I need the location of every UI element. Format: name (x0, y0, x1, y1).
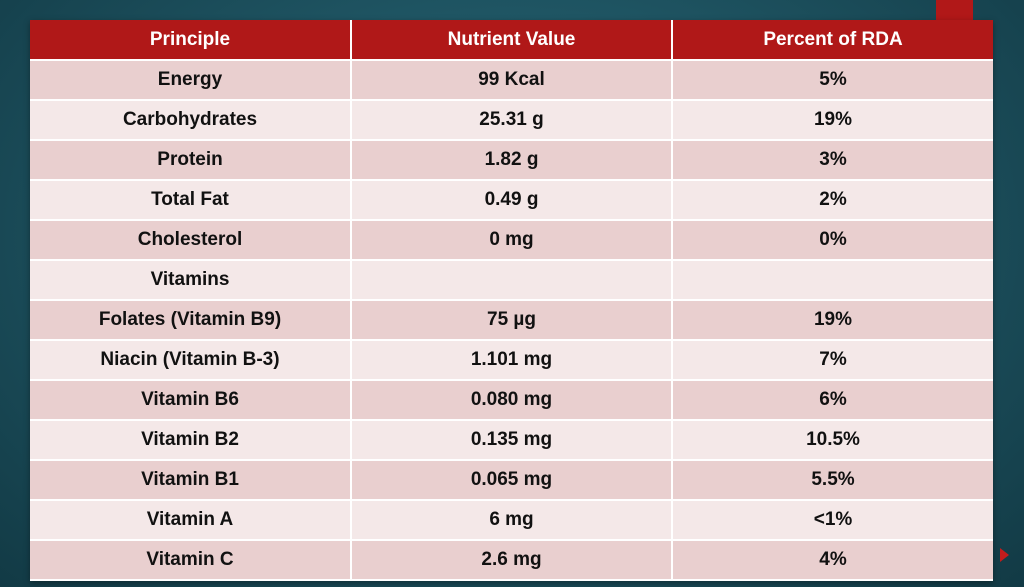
cell-nutrient-value: 0.135 mg (351, 420, 673, 461)
table-row: Carbohydrates 25.31 g 19% (30, 100, 993, 141)
cell-percent-rda: 2% (672, 180, 993, 221)
cell-nutrient-value: 99 Kcal (351, 60, 673, 101)
cell-percent-rda: <1% (672, 500, 993, 541)
cell-principle: Niacin (Vitamin B-3) (30, 340, 352, 381)
cell-nutrient-value: 75 µg (351, 300, 673, 341)
cell-percent-rda: 0% (672, 220, 993, 261)
table-row: Vitamin C 2.6 mg 4% (30, 540, 993, 581)
cell-principle: Protein (30, 140, 352, 181)
table-row: Cholesterol 0 mg 0% (30, 220, 993, 261)
corner-accent-bar (936, 0, 973, 20)
cell-nutrient-value: 0 mg (351, 220, 673, 261)
cell-principle: Folates (Vitamin B9) (30, 300, 352, 341)
cell-percent-rda (672, 260, 993, 301)
cell-percent-rda: 19% (672, 100, 993, 141)
table-row: Vitamin B6 0.080 mg 6% (30, 380, 993, 421)
cell-nutrient-value: 0.065 mg (351, 460, 673, 501)
cell-nutrient-value: 1.82 g (351, 140, 673, 181)
cell-percent-rda: 4% (672, 540, 993, 581)
table-row: Total Fat 0.49 g 2% (30, 180, 993, 221)
cell-principle: Vitamin B6 (30, 380, 352, 421)
cell-nutrient-value: 0.080 mg (351, 380, 673, 421)
header-percent-rda: Percent of RDA (672, 20, 993, 61)
cell-percent-rda: 7% (672, 340, 993, 381)
cell-percent-rda: 5.5% (672, 460, 993, 501)
arrow-right-icon (1000, 548, 1009, 562)
cell-nutrient-value: 1.101 mg (351, 340, 673, 381)
header-nutrient-value: Nutrient Value (351, 20, 673, 61)
table-row: Protein 1.82 g 3% (30, 140, 993, 181)
cell-percent-rda: 6% (672, 380, 993, 421)
cell-percent-rda: 19% (672, 300, 993, 341)
table-header-row: Principle Nutrient Value Percent of RDA (30, 20, 993, 61)
nutrition-table-container: Principle Nutrient Value Percent of RDA … (30, 20, 993, 581)
cell-nutrient-value: 0.49 g (351, 180, 673, 221)
cell-principle: Vitamins (30, 260, 352, 301)
cell-nutrient-value: 6 mg (351, 500, 673, 541)
cell-principle: Energy (30, 60, 352, 101)
table-row: Vitamins (30, 260, 993, 301)
cell-percent-rda: 5% (672, 60, 993, 101)
cell-percent-rda: 10.5% (672, 420, 993, 461)
header-principle: Principle (30, 20, 352, 61)
table-row: Vitamin B2 0.135 mg 10.5% (30, 420, 993, 461)
cell-principle: Vitamin B2 (30, 420, 352, 461)
cell-percent-rda: 3% (672, 140, 993, 181)
cell-nutrient-value: 25.31 g (351, 100, 673, 141)
nutrition-table: Principle Nutrient Value Percent of RDA … (30, 20, 993, 581)
cell-principle: Vitamin A (30, 500, 352, 541)
cell-principle: Total Fat (30, 180, 352, 221)
table-row: Niacin (Vitamin B-3) 1.101 mg 7% (30, 340, 993, 381)
cell-principle: Vitamin C (30, 540, 352, 581)
cell-principle: Vitamin B1 (30, 460, 352, 501)
cell-nutrient-value (351, 260, 673, 301)
table-row: Vitamin B1 0.065 mg 5.5% (30, 460, 993, 501)
cell-principle: Carbohydrates (30, 100, 352, 141)
table-row: Energy 99 Kcal 5% (30, 60, 993, 101)
cell-principle: Cholesterol (30, 220, 352, 261)
table-row: Folates (Vitamin B9) 75 µg 19% (30, 300, 993, 341)
cell-nutrient-value: 2.6 mg (351, 540, 673, 581)
table-row: Vitamin A 6 mg <1% (30, 500, 993, 541)
